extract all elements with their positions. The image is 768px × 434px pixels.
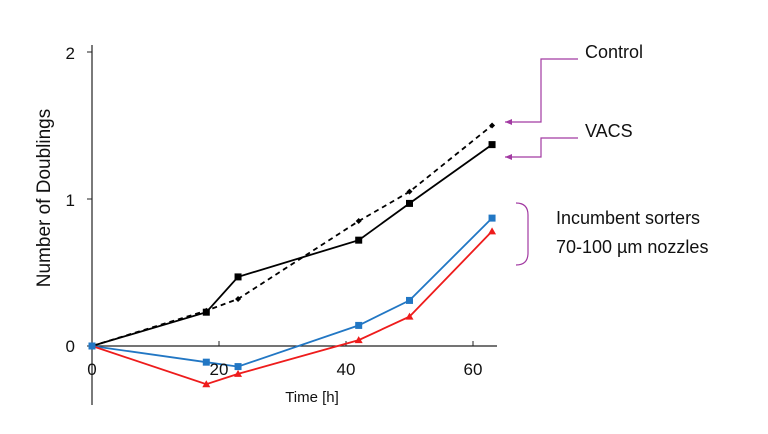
y-axis-title: Number of Doublings	[34, 109, 55, 287]
data-point-incumbent-sorter-blue-2	[234, 363, 242, 371]
data-point-vacs-2	[234, 273, 242, 281]
series-vacs	[91, 141, 496, 347]
data-point-vacs-1	[202, 308, 210, 316]
series-line-incumbent-sorter-red	[91, 230, 493, 386]
data-point-control-3	[355, 218, 362, 225]
data-point-incumbent-sorter-blue-3	[355, 321, 363, 329]
incumbent-bracket	[515, 202, 529, 266]
data-point-incumbent-sorter-blue-5	[488, 214, 496, 222]
data-point-vacs-4	[406, 199, 413, 207]
control-callout-line	[505, 58, 578, 125]
series-line-incumbent-sorter-blue	[91, 217, 493, 368]
data-point-incumbent-sorter-blue-1	[202, 358, 210, 366]
data-point-vacs-5	[488, 141, 496, 149]
data-point-control-5	[489, 122, 496, 129]
data-point-incumbent-sorter-red-1	[202, 380, 211, 388]
data-point-incumbent-sorter-red-4	[405, 312, 414, 320]
incumbent-label-line2: 70-100 µm nozzles	[556, 237, 708, 257]
vacs-label: VACS	[585, 121, 633, 141]
x-tick-label-60: 60	[464, 360, 483, 379]
series-incumbent-sorter-blue	[91, 214, 496, 371]
data-point-incumbent-sorter-red-2	[234, 369, 243, 377]
control-label: Control	[585, 42, 643, 62]
data-point-origin	[88, 342, 96, 350]
data-point-incumbent-sorter-red-5	[488, 227, 497, 235]
control-callout	[505, 58, 578, 125]
data-point-incumbent-sorter-red-3	[354, 336, 363, 344]
series-layer	[88, 122, 497, 388]
x-tick-label-0: 0	[87, 360, 96, 379]
data-point-control-2	[235, 295, 242, 302]
series-control	[91, 122, 496, 347]
data-point-vacs-3	[355, 236, 363, 244]
series-incumbent-sorter-red	[91, 227, 497, 388]
y-tick-label-0: 0	[66, 337, 75, 356]
vacs-callout	[505, 137, 578, 160]
data-point-incumbent-sorter-blue-4	[406, 296, 413, 304]
y-tick-label-1: 1	[66, 191, 75, 210]
x-tick-label-40: 40	[337, 360, 356, 379]
incumbent-label-line1: Incumbent sorters	[556, 208, 700, 228]
vacs-callout-line	[505, 137, 578, 160]
series-line-control	[91, 124, 493, 347]
x-tick-label-20: 20	[210, 360, 229, 379]
y-tick-label-2: 2	[66, 44, 75, 63]
data-point-control-4	[406, 188, 413, 195]
x-axis-title: Time [h]	[285, 389, 339, 406]
series-line-vacs	[91, 143, 493, 347]
